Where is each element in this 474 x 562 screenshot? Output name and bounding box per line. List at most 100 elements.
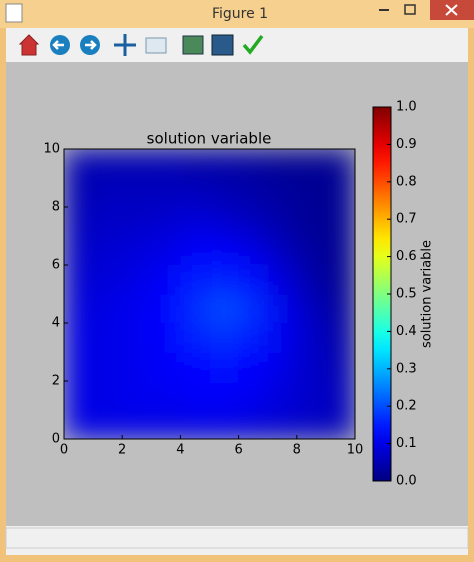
heat-cell [296, 323, 327, 353]
heat-cell [180, 178, 210, 208]
colorbar-tick-label: 0.0 [396, 474, 417, 489]
heat-cell [93, 236, 123, 266]
heat-cell [151, 236, 181, 266]
heat-cell [151, 207, 181, 237]
save-button[interactable] [211, 34, 234, 56]
heat-cell [122, 410, 152, 439]
heat-cell [325, 207, 355, 237]
heat-cell [151, 323, 181, 353]
heat-cell [209, 178, 240, 208]
heat-cell [151, 178, 181, 208]
heat-cell [325, 410, 355, 439]
heat-cell [64, 178, 94, 208]
subplots-button[interactable] [182, 35, 204, 55]
heat-cell [238, 149, 269, 179]
heat-cell [238, 410, 269, 439]
heat-cell [180, 265, 210, 295]
heat-cell [180, 323, 210, 353]
back-icon [52, 40, 64, 50]
heat-cell [267, 381, 298, 411]
heat-cell [64, 294, 94, 324]
x-tick-label: 10 [347, 443, 364, 458]
heat-cell [325, 352, 355, 382]
x-tick-label: 2 [118, 443, 126, 458]
heat-cell [93, 410, 123, 439]
heat-cell [238, 236, 269, 266]
y-tick-label: 2 [52, 374, 60, 389]
heat-cell [151, 352, 181, 382]
heat-cell [325, 294, 355, 324]
heat-cell [296, 236, 327, 266]
x-tick-label: 0 [60, 443, 68, 458]
heat-cell [93, 323, 123, 353]
heat-cell [122, 178, 152, 208]
heat-cell [296, 352, 327, 382]
heat-cell [267, 236, 298, 266]
y-tick-label: 8 [52, 200, 60, 215]
heat-cell [93, 265, 123, 295]
colorbar-tick-label: 1.0 [396, 100, 417, 115]
heat-cell [238, 178, 269, 208]
x-tick-label: 8 [293, 443, 301, 458]
heat-cell [180, 410, 210, 439]
heat-cell [296, 381, 327, 411]
heat-cell [267, 294, 298, 324]
heat-cell [93, 207, 123, 237]
heat-cell [93, 178, 123, 208]
x-tick-label: 6 [234, 443, 242, 458]
edit-button[interactable] [242, 34, 264, 55]
maximize-button[interactable] [404, 4, 416, 15]
zoom-button[interactable] [145, 37, 167, 54]
heat-cell [325, 236, 355, 266]
heat-cell [151, 410, 181, 439]
y-tick-label: 10 [43, 142, 60, 157]
heat-cell [209, 294, 240, 324]
heat-cell [122, 236, 152, 266]
heat-cell [296, 410, 327, 439]
heat-cell [64, 236, 94, 266]
heat-cell [325, 381, 355, 411]
heat-cell [209, 410, 240, 439]
heat-cell [325, 265, 355, 295]
heat-cell [93, 381, 123, 411]
forward-icon [85, 40, 97, 50]
heat-cell [180, 294, 210, 324]
heat-cell [93, 294, 123, 324]
pan-button[interactable] [114, 34, 136, 56]
toolbar [18, 34, 264, 56]
heat-cell [238, 265, 269, 295]
heat-cell [325, 323, 355, 353]
heat-cell [64, 381, 94, 411]
heat-cell [267, 178, 298, 208]
heat-cell [151, 294, 181, 324]
heat-cell [180, 352, 210, 382]
colorbar-tick-label: 0.5 [396, 287, 417, 302]
heatmap [64, 149, 355, 439]
heat-cell [122, 149, 152, 179]
colorbar-tick-label: 0.1 [396, 436, 417, 451]
x-tick-label: 4 [176, 443, 184, 458]
heat-cell [296, 207, 327, 237]
heatmap-cells [64, 149, 355, 439]
heat-cell [64, 265, 94, 295]
heat-cell [64, 207, 94, 237]
home-button[interactable] [18, 34, 40, 56]
heat-cell [238, 323, 269, 353]
heat-cell [325, 178, 355, 208]
colorbar-tick-label: 0.3 [396, 361, 417, 376]
colorbar-tick-label: 0.9 [396, 137, 417, 152]
heat-cell [296, 149, 327, 179]
heat-cell [238, 381, 269, 411]
heat-cell [93, 149, 123, 179]
heat-cell [296, 178, 327, 208]
axes-frame [63, 148, 356, 440]
heat-cell [267, 149, 298, 179]
heat-cell [180, 207, 210, 237]
colorbar-tick-label: 0.2 [396, 399, 417, 414]
chart-title: solution variable [147, 130, 272, 148]
heat-cell [122, 294, 152, 324]
y-tick-label: 4 [52, 316, 60, 331]
heat-cell [64, 352, 94, 382]
colorbar-tick-label: 0.4 [396, 324, 417, 339]
heat-cell [238, 207, 269, 237]
